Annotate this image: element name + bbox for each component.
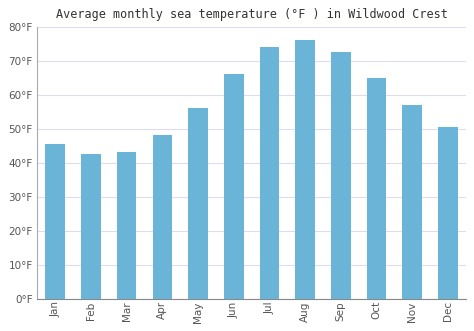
- Bar: [367, 78, 386, 299]
- Bar: [402, 105, 422, 299]
- Bar: [295, 40, 315, 299]
- Bar: [331, 52, 351, 299]
- Bar: [153, 135, 172, 299]
- Bar: [260, 47, 279, 299]
- Bar: [224, 74, 244, 299]
- Bar: [81, 154, 101, 299]
- Bar: [117, 152, 137, 299]
- Bar: [438, 127, 457, 299]
- Title: Average monthly sea temperature (°F ) in Wildwood Crest: Average monthly sea temperature (°F ) in…: [55, 8, 447, 21]
- Bar: [188, 108, 208, 299]
- Bar: [46, 144, 65, 299]
